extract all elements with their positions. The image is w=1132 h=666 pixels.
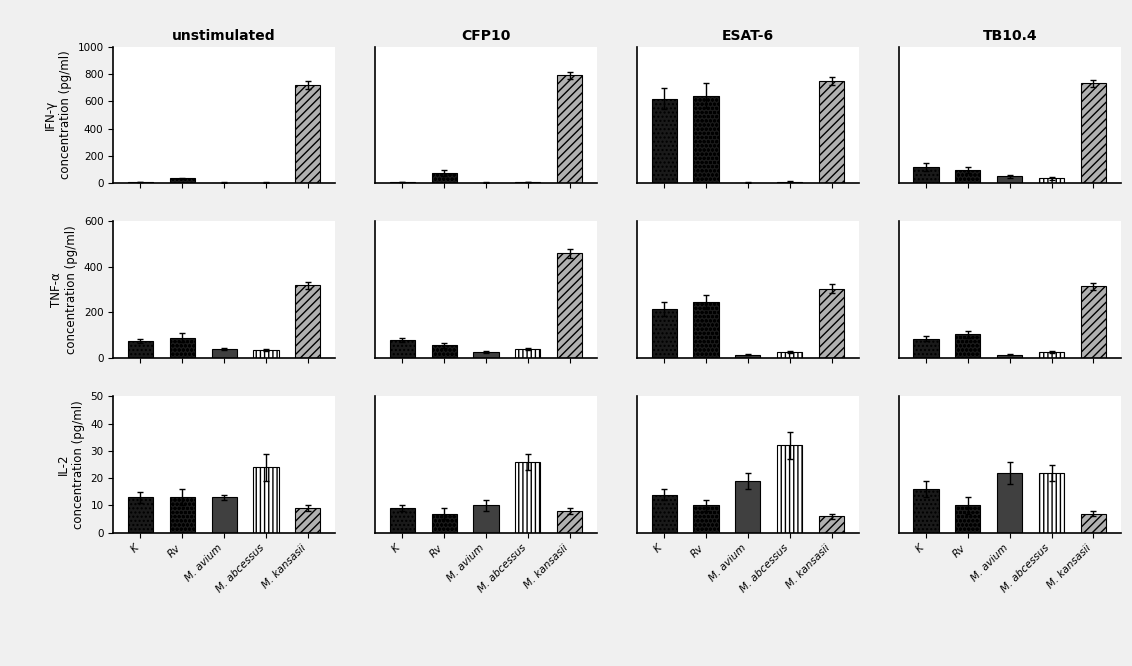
Bar <box>212 349 237 358</box>
Bar <box>212 498 237 533</box>
Bar <box>1039 352 1064 358</box>
Bar <box>557 253 582 358</box>
Bar <box>431 513 456 533</box>
Bar <box>736 481 761 533</box>
Bar <box>170 498 195 533</box>
Bar <box>295 285 320 358</box>
Bar <box>389 508 414 533</box>
Bar <box>295 85 320 183</box>
Y-axis label: IFN-γ
concentration (pg/ml): IFN-γ concentration (pg/ml) <box>44 51 71 179</box>
Bar <box>955 170 980 183</box>
Bar <box>389 182 414 183</box>
Bar <box>128 182 153 183</box>
Bar <box>557 511 582 533</box>
Title: unstimulated: unstimulated <box>172 29 276 43</box>
Bar <box>431 173 456 183</box>
Bar <box>473 182 498 183</box>
Bar <box>778 352 803 358</box>
Bar <box>1081 286 1106 358</box>
Bar <box>694 302 719 358</box>
Y-axis label: TNF-α
concentration (pg/ml): TNF-α concentration (pg/ml) <box>50 225 78 354</box>
Bar <box>736 182 761 183</box>
Bar <box>652 495 677 533</box>
Bar <box>1081 83 1106 183</box>
Bar <box>128 498 153 533</box>
Bar <box>820 516 844 533</box>
Bar <box>694 96 719 183</box>
Bar <box>295 508 320 533</box>
Bar <box>955 505 980 533</box>
Bar <box>997 354 1022 358</box>
Bar <box>1081 513 1106 533</box>
Bar <box>128 341 153 358</box>
Bar <box>914 338 938 358</box>
Bar <box>515 462 540 533</box>
Title: TB10.4: TB10.4 <box>983 29 1037 43</box>
Bar <box>820 81 844 183</box>
Bar <box>778 446 803 533</box>
Bar <box>652 99 677 183</box>
Bar <box>914 166 938 183</box>
Bar <box>652 309 677 358</box>
Bar <box>736 354 761 358</box>
Bar <box>694 505 719 533</box>
Bar <box>914 489 938 533</box>
Y-axis label: IL-2
concentration (pg/ml): IL-2 concentration (pg/ml) <box>57 400 85 529</box>
Bar <box>170 338 195 358</box>
Bar <box>557 75 582 183</box>
Bar <box>170 178 195 183</box>
Bar <box>820 288 844 358</box>
Bar <box>515 182 540 183</box>
Title: CFP10: CFP10 <box>462 29 511 43</box>
Bar <box>778 182 803 183</box>
Bar <box>997 473 1022 533</box>
Bar <box>254 350 278 358</box>
Bar <box>997 176 1022 183</box>
Bar <box>1039 473 1064 533</box>
Title: ESAT-6: ESAT-6 <box>722 29 774 43</box>
Bar <box>431 346 456 358</box>
Bar <box>389 340 414 358</box>
Bar <box>473 352 498 358</box>
Bar <box>254 468 278 533</box>
Bar <box>1039 178 1064 183</box>
Bar <box>473 505 498 533</box>
Bar <box>212 182 237 183</box>
Bar <box>955 334 980 358</box>
Bar <box>254 182 278 183</box>
Bar <box>515 349 540 358</box>
